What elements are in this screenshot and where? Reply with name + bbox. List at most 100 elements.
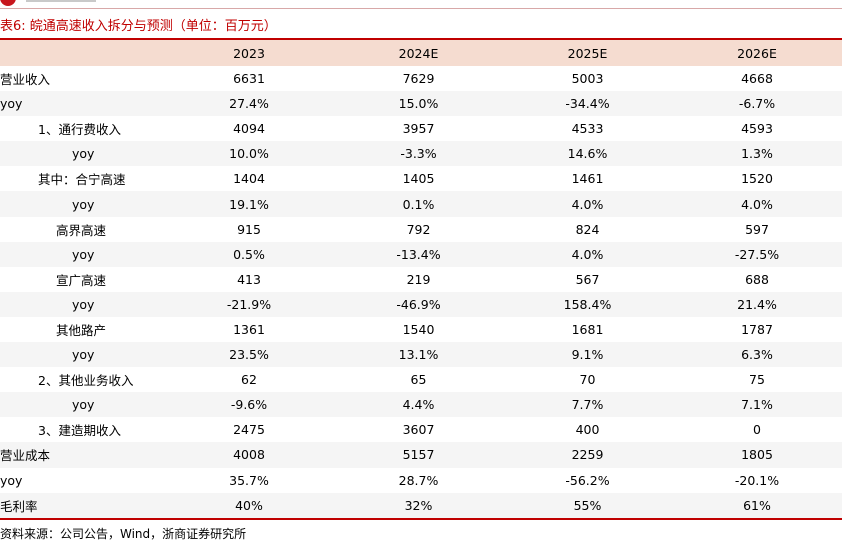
value-cell: 0 bbox=[753, 422, 761, 438]
table-row: 其他路产 1361 1540 1681 1787 bbox=[0, 317, 842, 342]
table-row: yoy 0.5% -13.4% 4.0% -27.5% bbox=[0, 241, 842, 267]
company-name-graphic bbox=[26, 0, 96, 2]
table-title: 表6: 皖通高速收入拆分与预测（单位：百万元） bbox=[0, 19, 277, 34]
value-cell: -3.3% bbox=[334, 141, 503, 167]
table-row: yoy 27.4% 15.0% -34.4% -6.7% bbox=[0, 91, 842, 117]
value-cell: 1787 bbox=[741, 321, 773, 337]
table-row: 营业收入 6631 7629 5003 4668 bbox=[0, 66, 842, 91]
value-cell: 6631 bbox=[233, 71, 265, 87]
value-cell: 688 bbox=[745, 271, 769, 287]
value-cell: -56.2% bbox=[565, 472, 610, 488]
value-cell: -6.7% bbox=[672, 91, 842, 117]
header-cell-year: 2023 bbox=[164, 38, 334, 66]
header-cell-year: 2024E bbox=[334, 38, 503, 66]
table-row: 2、其他业务收入 62 65 70 75 bbox=[0, 367, 842, 392]
value-cell: 4.0% bbox=[503, 191, 672, 217]
value-cell: 1681 bbox=[571, 321, 604, 337]
value-cell: 27.4% bbox=[164, 91, 334, 117]
row-label: 宣广高速 bbox=[56, 272, 107, 288]
header-cell-year: 2026E bbox=[672, 38, 842, 66]
value-cell: 7.1% bbox=[672, 392, 842, 418]
value-cell: 19.1% bbox=[164, 191, 334, 217]
row-label: 毛利率 bbox=[0, 492, 164, 520]
table-row: yoy 19.1% 0.1% 4.0% 4.0% bbox=[0, 191, 842, 217]
table-row: yoy 35.7% 28.7% -56.2% -20.1% bbox=[0, 468, 842, 493]
row-label: yoy bbox=[0, 342, 164, 368]
value-cell: 32% bbox=[334, 492, 503, 520]
value-cell: 2259 bbox=[503, 442, 672, 468]
table-row: 其中：合宁高速 1404 1405 1461 1520 bbox=[0, 166, 842, 191]
table-row: yoy -9.6% 4.4% 7.7% 7.1% bbox=[0, 392, 842, 418]
value-cell: 5003 bbox=[571, 71, 604, 87]
value-cell: 6.3% bbox=[672, 342, 842, 368]
value-cell: 9.1% bbox=[503, 342, 672, 368]
value-cell: -20.1% bbox=[734, 472, 780, 488]
value-cell: 7629 bbox=[402, 71, 435, 87]
company-logo bbox=[0, 0, 16, 6]
row-label: 2、其他业务收入 bbox=[38, 373, 134, 389]
value-cell: 597 bbox=[745, 221, 769, 237]
row-label: 营业成本 bbox=[0, 442, 164, 468]
value-cell: 10.0% bbox=[164, 141, 334, 167]
value-cell: -27.5% bbox=[672, 241, 842, 267]
value-cell: 1.3% bbox=[672, 141, 842, 167]
value-cell: 14.6% bbox=[503, 141, 672, 167]
table-row: yoy 23.5% 13.1% 9.1% 6.3% bbox=[0, 342, 842, 368]
value-cell: 4008 bbox=[164, 442, 334, 468]
row-label: 其他路产 bbox=[56, 322, 107, 338]
source-note: 资料来源：公司公告，Wind，浙商证券研究所 bbox=[0, 527, 247, 541]
row-label: yoy bbox=[0, 241, 164, 267]
value-cell: 1520 bbox=[741, 171, 773, 187]
value-cell: 7.7% bbox=[503, 392, 672, 418]
value-cell: 4593 bbox=[741, 121, 773, 137]
value-cell: -9.6% bbox=[164, 392, 334, 418]
value-cell: 65 bbox=[410, 372, 427, 388]
value-cell: 21.4% bbox=[672, 291, 842, 317]
value-cell: 4.0% bbox=[672, 191, 842, 217]
value-cell: 413 bbox=[237, 271, 261, 287]
value-cell: -34.4% bbox=[503, 91, 672, 117]
value-cell: -13.4% bbox=[334, 241, 503, 267]
value-cell: 15.0% bbox=[334, 91, 503, 117]
row-label: yoy bbox=[0, 91, 164, 117]
row-label: yoy bbox=[0, 291, 164, 317]
value-cell: 70 bbox=[579, 372, 596, 388]
value-cell: 35.7% bbox=[229, 472, 269, 488]
header-cell-year: 2025E bbox=[503, 38, 672, 66]
value-cell: 219 bbox=[406, 271, 431, 287]
value-cell: 23.5% bbox=[164, 342, 334, 368]
value-cell: 158.4% bbox=[503, 291, 672, 317]
value-cell: 1404 bbox=[233, 171, 265, 187]
value-cell: 13.1% bbox=[334, 342, 503, 368]
row-label: 高界高速 bbox=[56, 222, 107, 238]
row-label: yoy bbox=[0, 141, 164, 167]
value-cell: 2475 bbox=[233, 422, 265, 438]
value-cell: 3607 bbox=[402, 422, 435, 438]
row-label: 其中：合宁高速 bbox=[38, 172, 126, 188]
value-cell: 4.0% bbox=[503, 241, 672, 267]
value-cell: 1805 bbox=[672, 442, 842, 468]
value-cell: 3957 bbox=[402, 121, 435, 137]
value-cell: 4668 bbox=[741, 71, 773, 87]
value-cell: 4.4% bbox=[334, 392, 503, 418]
value-cell: 792 bbox=[406, 221, 431, 237]
revenue-table: 2023 2024E 2025E 2026E 营业收入 6631 7629 5003 4668 y… bbox=[0, 38, 842, 520]
value-cell: 824 bbox=[575, 221, 600, 237]
value-cell: 5157 bbox=[334, 442, 503, 468]
value-cell: 0.1% bbox=[334, 191, 503, 217]
row-label: yoy bbox=[0, 472, 23, 488]
table-row: yoy -21.9% -46.9% 158.4% 21.4% bbox=[0, 291, 842, 317]
value-cell: 1405 bbox=[402, 171, 435, 187]
value-cell: 61% bbox=[672, 492, 842, 520]
value-cell: -46.9% bbox=[334, 291, 503, 317]
row-label: 营业收入 bbox=[0, 72, 51, 88]
header-row: 2023 2024E 2025E 2026E bbox=[0, 38, 842, 66]
value-cell: 40% bbox=[164, 492, 334, 520]
table-row: 毛利率 40% 32% 55% 61% bbox=[0, 492, 842, 520]
row-label: 1、通行费收入 bbox=[38, 122, 121, 138]
row-label: 3、建造期收入 bbox=[38, 423, 121, 439]
row-label: yoy bbox=[0, 191, 164, 217]
value-cell: 55% bbox=[503, 492, 672, 520]
table-row: 1、通行费收入 4094 3957 4533 4593 bbox=[0, 116, 842, 141]
table-row: 3、建造期收入 2475 3607 400 0 bbox=[0, 417, 842, 442]
